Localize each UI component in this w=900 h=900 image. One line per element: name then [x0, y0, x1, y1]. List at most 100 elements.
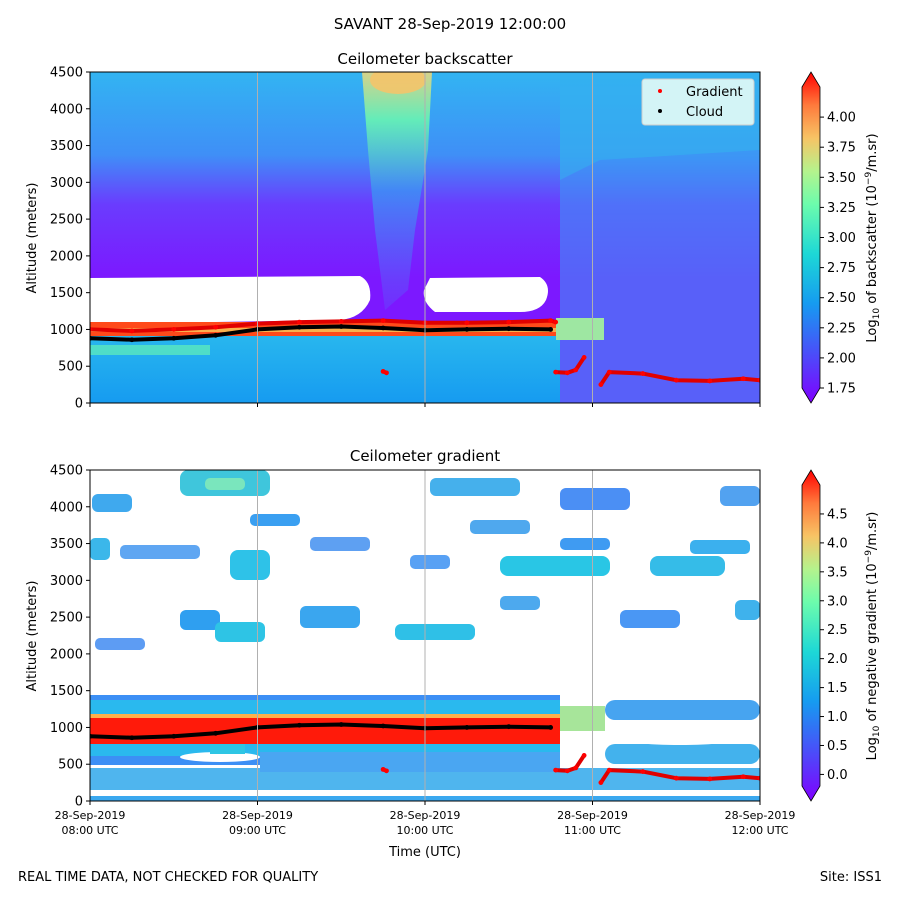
gradient-point	[757, 775, 760, 781]
gradient-point	[213, 324, 219, 330]
gradient-point	[707, 776, 713, 782]
colorbar-tick-label: 3.50	[827, 171, 856, 186]
gradient-ylabel: Altitude (meters)	[25, 581, 40, 692]
cloud-point	[506, 326, 512, 332]
figure-suptitle: SAVANT 28-Sep-2019 12:00:00	[333, 15, 567, 33]
legend-gradient-label: Gradient	[686, 85, 743, 100]
legend-cloud-marker	[658, 109, 662, 113]
y-tick-label: 4500	[50, 66, 83, 81]
gradient-point	[573, 367, 579, 373]
gradient-point	[553, 319, 559, 325]
gradient-point	[740, 376, 746, 382]
gradient-point	[740, 774, 746, 780]
y-tick-label: 1500	[50, 286, 83, 301]
gradient-point	[564, 370, 570, 376]
colorbar-tick-label: 3.00	[827, 231, 856, 246]
colorbar-tick-label: 2.00	[827, 351, 856, 366]
y-tick-label: 0	[75, 795, 83, 810]
cloud-series-line	[90, 324, 553, 342]
backscatter-gridlines	[257, 72, 593, 403]
cloud-point	[380, 325, 386, 331]
cloud-point	[296, 324, 302, 330]
gradient-point	[598, 382, 604, 388]
gradient-point	[90, 327, 93, 332]
cloud-point	[380, 723, 386, 729]
gradient-point	[564, 768, 570, 774]
cloud-point	[338, 722, 344, 727]
gradient-point	[573, 765, 579, 771]
legend-gradient-marker	[658, 89, 662, 93]
gradient-colorbar-ticks: 0.0 0.5 1.0 1.5 2.0 2.5 3.0 3.5 4.0 4.5	[820, 507, 848, 783]
gradient-point	[464, 320, 470, 326]
y-tick-label: 500	[58, 758, 83, 773]
legend-cloud-label: Cloud	[686, 105, 723, 120]
y-tick-label: 2000	[50, 647, 83, 662]
colorbar-tick-label: 1.75	[827, 382, 856, 397]
gradient-point	[640, 371, 646, 376]
gradient-series-line	[553, 355, 587, 375]
y-tick-label: 1000	[50, 323, 83, 338]
gradient-gridlines	[257, 470, 593, 801]
colorbar-tick-label: 4.00	[827, 111, 856, 126]
gradient-point	[598, 780, 604, 786]
gradient-point	[296, 319, 302, 325]
colorbar-tick-label: 0.5	[827, 739, 848, 754]
cloud-point	[129, 337, 135, 343]
colorbar-tick-label: 1.5	[827, 681, 848, 696]
gradient-colorbar: 0.0 0.5 1.0 1.5 2.0 2.5 3.0 3.5 4.0 4.5 Log10 of …	[801, 469, 882, 802]
colorbar-tick-label: 2.5	[827, 623, 848, 638]
x-tick-label-date: 28-Sep-2019	[725, 809, 796, 822]
cloud-point	[129, 735, 135, 741]
gradient-title: Ceilometer gradient	[350, 447, 500, 465]
gradient-xlabel: Time (UTC)	[388, 845, 461, 860]
backscatter-colorbar: 1.75 2.00 2.25 2.50 2.75 3.00 3.25 3.50 3.75 4.00…	[801, 71, 882, 404]
gradient-series-line	[553, 753, 587, 773]
colorbar-tick-label: 3.75	[827, 141, 856, 156]
gradient-point	[581, 752, 587, 758]
gradient-point	[506, 319, 512, 325]
gradient-point	[338, 318, 344, 324]
cloud-point	[464, 327, 470, 332]
x-tick-label-date: 28-Sep-2019	[222, 809, 293, 822]
x-tick-label-date: 28-Sep-2019	[390, 809, 461, 822]
colorbar-tick-label: 4.5	[827, 507, 848, 522]
gradient-overlay	[90, 722, 760, 786]
quality-disclaimer: REAL TIME DATA, NOT CHECKED FOR QUALITY	[18, 870, 319, 885]
backscatter-overlay	[90, 318, 760, 388]
gradient-point	[548, 318, 554, 324]
cloud-point	[213, 730, 219, 736]
gradient-point	[171, 327, 177, 332]
cloud-point	[90, 335, 93, 341]
backscatter-colorbar-bar	[801, 71, 821, 404]
y-tick-label: 4500	[50, 464, 83, 479]
colorbar-tick-label: 2.0	[827, 652, 848, 667]
backscatter-colorbar-ticks: 1.75 2.00 2.25 2.50 2.75 3.00 3.25 3.50 3.75 4.00	[820, 111, 856, 397]
y-tick-label: 1000	[50, 721, 83, 736]
colorbar-tick-label: 3.0	[827, 594, 848, 609]
y-tick-label: 2000	[50, 249, 83, 264]
cloud-point	[90, 733, 93, 739]
site-label: Site: ISS1	[819, 870, 882, 885]
gradient-point	[380, 318, 386, 324]
cloud-point	[548, 725, 554, 730]
gradient-point	[606, 369, 612, 375]
cloud-point	[338, 324, 344, 329]
gradient-point	[606, 767, 612, 773]
gradient-point	[673, 775, 679, 781]
x-tick-label-date: 28-Sep-2019	[557, 809, 628, 822]
x-tick-label-time: 08:00 UTC	[61, 824, 118, 837]
y-tick-label: 0	[75, 397, 83, 412]
gradient-point	[757, 377, 760, 383]
backscatter-ylabel: Altitude (meters)	[25, 183, 40, 294]
gradient-point	[384, 370, 389, 376]
colorbar-tick-label: 3.5	[827, 565, 848, 580]
cloud-point	[171, 335, 177, 341]
gradient-point	[581, 354, 587, 360]
gradient-point	[384, 768, 389, 774]
y-tick-label: 4000	[50, 102, 83, 117]
cloud-point	[171, 733, 177, 739]
colorbar-tick-label: 1.0	[827, 710, 848, 725]
x-tick-label-date: 28-Sep-2019	[55, 809, 126, 822]
y-tick-label: 2500	[50, 611, 83, 626]
